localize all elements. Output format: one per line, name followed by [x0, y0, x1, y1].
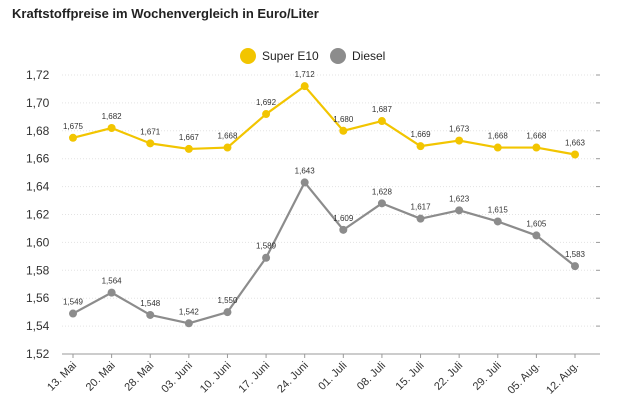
data-label: 1,628 [372, 187, 393, 196]
data-label: 1,675 [63, 122, 84, 131]
data-label: 1,667 [179, 133, 200, 142]
y-axis-ticks: 1,52 1,54 1,56 1,58 1,60 1,62 1,64 1,66 1,68 1,70… [26, 68, 50, 361]
data-label: 1,564 [102, 277, 123, 286]
data-point [223, 308, 232, 317]
legend: Super E10 Diesel [240, 48, 385, 64]
data-point [300, 82, 309, 91]
data-point [416, 142, 425, 151]
data-label: 1,712 [295, 70, 316, 79]
data-label: 1,692 [256, 98, 277, 107]
data-label: 1,609 [333, 214, 354, 223]
x-tick-label: 01. Juli [316, 360, 349, 393]
y-tick-label: 1,72 [26, 68, 50, 82]
data-label: 1,680 [333, 115, 354, 124]
y-tick-label: 1,60 [26, 235, 50, 249]
y-tick-label: 1,52 [26, 347, 50, 361]
x-tick-label: 10. Juni [198, 360, 234, 396]
x-tick-label: 28. Mai [122, 360, 156, 394]
series-super-e10: 1,675 1,682 1,671 1,667 1,668 1,692 1,712 1,680… [63, 70, 586, 159]
series-line [72, 85, 576, 156]
x-tick-label: 15. Juli [394, 360, 427, 393]
data-point [571, 262, 579, 271]
data-point [571, 150, 579, 159]
legend-marker [330, 48, 346, 64]
y-tick-label: 1,58 [26, 263, 50, 277]
data-label: 1,550 [217, 296, 238, 305]
data-point [107, 288, 116, 297]
data-point [146, 139, 155, 148]
x-tick-label: 22. Juli [432, 360, 465, 393]
data-label: 1,605 [526, 219, 547, 228]
data-label: 1,643 [295, 166, 316, 175]
y-tick-label: 1,56 [26, 291, 50, 305]
x-tick-label: 24. Juni [275, 360, 311, 396]
data-point [377, 199, 386, 208]
data-label: 1,623 [449, 194, 470, 203]
x-tick-label: 12. Aug. [544, 360, 581, 397]
data-label: 1,542 [179, 307, 200, 316]
y-tick-label: 1,64 [26, 180, 50, 194]
data-point [493, 217, 502, 226]
y-tick-label: 1,66 [26, 152, 50, 166]
data-label: 1,615 [488, 205, 509, 214]
y-tick-label: 1,68 [26, 124, 50, 138]
data-point [455, 206, 464, 215]
data-point [262, 110, 271, 119]
x-tick-label: 05. Aug. [505, 360, 542, 397]
x-tick-label: 08. Juli [355, 360, 388, 393]
x-tick-label: 03. Juni [159, 360, 195, 396]
data-label: 1,668 [526, 132, 547, 141]
data-label: 1,671 [140, 127, 161, 136]
data-point [532, 231, 541, 240]
data-point [339, 225, 348, 234]
gridlines [62, 74, 600, 355]
data-label: 1,687 [372, 105, 393, 114]
data-label: 1,617 [411, 203, 432, 212]
data-point [69, 309, 77, 318]
y-tick-label: 1,70 [26, 96, 50, 110]
data-label: 1,669 [411, 130, 432, 139]
data-label: 1,548 [140, 299, 161, 308]
data-label: 1,673 [449, 125, 470, 134]
data-point [262, 253, 271, 262]
data-point [146, 310, 155, 319]
data-point [107, 124, 116, 133]
data-point [377, 117, 386, 126]
data-label: 1,549 [63, 298, 84, 307]
data-point [300, 178, 309, 187]
chart-title: Kraftstoffpreise im Wochenvergleich in E… [12, 6, 319, 21]
x-axis-ticks: 13. Mai 20. Mai 28. Mai 03. Juni 10. Juni 17.… [45, 354, 581, 397]
series-diesel: 1,549 1,564 1,548 1,542 1,550 1,589 1,643 1,609… [63, 166, 586, 328]
data-point [416, 214, 425, 223]
data-point [455, 136, 464, 145]
series-group: 1,675 1,682 1,671 1,667 1,668 1,692 1,712 1,680… [63, 70, 586, 328]
data-point [184, 144, 193, 153]
data-label: 1,589 [256, 242, 277, 251]
series-line [72, 181, 576, 325]
legend-label: Super E10 [262, 49, 319, 63]
data-point [223, 143, 232, 152]
data-label: 1,668 [488, 132, 509, 141]
data-label: 1,668 [217, 132, 238, 141]
data-point [493, 143, 502, 152]
legend-label: Diesel [352, 49, 385, 63]
legend-marker [240, 48, 256, 64]
data-label: 1,583 [565, 250, 586, 259]
data-point [532, 143, 541, 152]
x-tick-label: 17. Juni [236, 360, 272, 396]
x-tick-label: 29. Juli [471, 360, 504, 393]
data-point [339, 126, 348, 135]
y-tick-label: 1,54 [26, 319, 50, 333]
data-point [69, 133, 77, 142]
data-label: 1,682 [102, 112, 123, 121]
data-point [184, 319, 193, 328]
data-label: 1,663 [565, 139, 586, 148]
x-tick-label: 13. Mai [45, 360, 79, 394]
y-tick-label: 1,62 [26, 208, 50, 222]
x-tick-label: 20. Mai [84, 360, 118, 394]
